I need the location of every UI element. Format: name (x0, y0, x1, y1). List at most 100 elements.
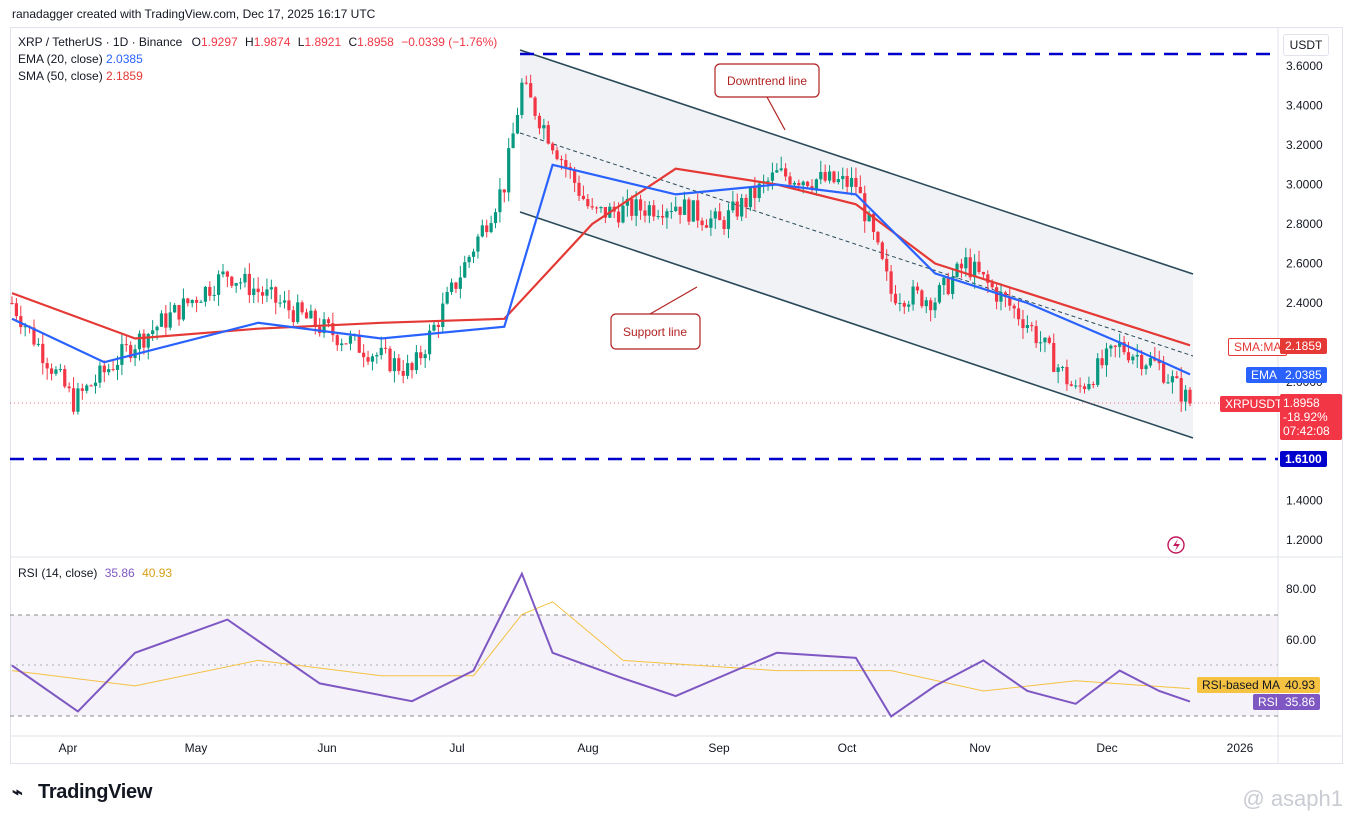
legend-rsi-value: 35.86 (104, 566, 135, 580)
candle-body (634, 199, 638, 216)
candle-body (203, 286, 208, 302)
candle-body (436, 324, 440, 328)
candle-body (1016, 308, 1021, 320)
candle-body (111, 369, 115, 371)
candle-body (1078, 385, 1082, 387)
candle-body (168, 312, 172, 328)
downtrend-line[interactable] (519, 49, 1194, 275)
legend-symbol[interactable]: XRP / TetherUS · 1D · Binance (18, 35, 183, 49)
candle-body (449, 282, 454, 293)
candle-body (177, 305, 181, 320)
last-price-value: 1.8958 (1283, 396, 1320, 410)
candle-body (287, 300, 291, 311)
candle-body (507, 148, 511, 193)
candle-body (603, 206, 607, 218)
candle-body (766, 180, 770, 182)
legend-h-label: H (245, 35, 254, 49)
candle-body (331, 323, 335, 336)
candle-body (696, 200, 700, 221)
candle-body (643, 210, 647, 216)
candle-body (384, 347, 388, 349)
candle-body (951, 276, 955, 295)
price-tick-label: 1.2000 (1286, 533, 1323, 547)
candle-body (1188, 389, 1192, 404)
candle-body (190, 299, 194, 304)
support-annotation[interactable]: Support line (610, 286, 701, 350)
price-tick-label: 3.4000 (1286, 99, 1323, 113)
rsi-ma-axis-value: 40.93 (1280, 677, 1321, 693)
candle-body (1069, 384, 1073, 386)
candle-body (221, 271, 225, 275)
candle-body (427, 330, 432, 355)
candle-body (357, 334, 361, 353)
candle-body (687, 199, 691, 222)
candle-body (994, 287, 999, 302)
candle-body (674, 206, 678, 211)
candle-body (401, 370, 405, 376)
price-tick-label: 3.6000 (1286, 59, 1323, 73)
candle-body (1131, 356, 1135, 361)
rsi-line[interactable] (11, 571, 1191, 718)
candle-body (493, 212, 498, 224)
candle-body (616, 211, 621, 223)
candle-body (300, 302, 304, 313)
candle-body (1170, 376, 1175, 383)
candle-body (216, 274, 221, 295)
time-tick-label: Apr (59, 741, 78, 755)
ema-line[interactable] (11, 163, 1191, 376)
candle-body (999, 292, 1003, 302)
candle-body (682, 199, 687, 215)
candle-body (63, 369, 67, 387)
legend-ema-label[interactable]: EMA (20, close) (18, 52, 103, 66)
legend-rsi-label[interactable]: RSI (14, close) (18, 566, 98, 580)
time-tick-label: Sep (708, 741, 730, 755)
legend-sma-value: 2.1859 (106, 69, 143, 83)
downtrend-annotation[interactable]: Downtrend line (714, 63, 820, 131)
candle-body (212, 294, 216, 296)
candle-body (854, 177, 858, 187)
candle-body (1052, 342, 1056, 372)
candle-body (564, 160, 568, 167)
candle-body (260, 292, 265, 296)
rsi-axis: 80.00 60.00 (1286, 582, 1316, 647)
legend-h-value: 1.9874 (253, 35, 291, 49)
legend-sma-label[interactable]: SMA (50, close) (18, 69, 103, 83)
candle-body (647, 205, 651, 216)
candle-body (858, 186, 862, 194)
support-annotation-text: Support line (623, 325, 687, 339)
lightning-icon[interactable] (1167, 536, 1185, 554)
candle-body (32, 327, 36, 345)
candle-body (542, 125, 546, 129)
candle-body (656, 216, 660, 218)
candle-body (23, 326, 27, 328)
candle-body (142, 333, 146, 348)
rsi-axis-value: 35.86 (1280, 694, 1321, 710)
candle-body (907, 304, 911, 307)
candle-body (524, 82, 528, 84)
rsi-ma-line[interactable] (11, 601, 1191, 692)
sma-line[interactable] (11, 167, 1191, 347)
candle-body (744, 197, 748, 208)
candle-body (278, 302, 282, 304)
legend-rsi-ma-value: 40.93 (142, 566, 173, 580)
candle-body (54, 369, 58, 374)
candle-body (911, 286, 915, 305)
candle-body (1065, 366, 1069, 385)
candle-body (19, 316, 23, 328)
candle-body (155, 326, 159, 331)
candle-body (432, 324, 436, 331)
candle-body (849, 177, 854, 187)
candle-body (581, 195, 586, 200)
legend-l-label: L (297, 35, 305, 49)
candle-body (590, 206, 594, 208)
candle-body (1034, 326, 1038, 344)
currency-selector[interactable]: USDT (1283, 34, 1329, 56)
tradingview-logo[interactable]: ⌁ TradingView (12, 781, 152, 804)
channel-midline[interactable] (519, 132, 1194, 357)
candle-body (445, 292, 449, 304)
candle-body (933, 302, 937, 311)
candle-body (304, 312, 309, 319)
candle-body (58, 369, 62, 371)
support-line[interactable] (519, 211, 1194, 439)
